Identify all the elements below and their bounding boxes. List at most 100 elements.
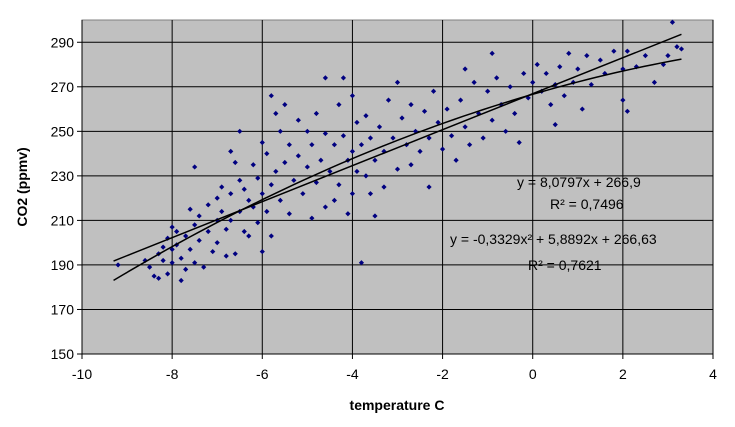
data-point: [489, 117, 495, 123]
x-tick-label: 2: [619, 366, 627, 382]
data-point: [277, 197, 283, 203]
data-point: [304, 164, 310, 170]
data-point: [602, 70, 608, 77]
data-point: [507, 84, 513, 90]
data-point: [169, 224, 175, 230]
data-point: [421, 108, 428, 114]
data-point: [588, 81, 594, 88]
data-point: [521, 70, 527, 77]
data-point: [471, 79, 477, 85]
trendlines: [113, 33, 682, 282]
data-point: [385, 97, 392, 103]
data-point: [228, 191, 234, 197]
data-point: [268, 182, 274, 188]
data-point: [268, 93, 274, 99]
data-point: [187, 246, 193, 252]
data-point: [169, 260, 175, 266]
data-point: [246, 197, 252, 203]
data-point: [399, 115, 405, 121]
data-point: [309, 215, 315, 221]
y-tick-label: 190: [51, 257, 75, 273]
data-point: [313, 110, 319, 117]
data-point: [651, 79, 658, 85]
x-tick-label: 4: [709, 366, 717, 382]
data-point: [286, 211, 292, 217]
x-tick-label: -6: [256, 366, 269, 382]
y-tick-label: 290: [51, 34, 75, 50]
data-point: [232, 251, 238, 257]
data-point: [291, 177, 297, 183]
data-point: [354, 168, 360, 175]
data-point: [156, 275, 162, 281]
data-point: [566, 50, 572, 56]
data-point: [187, 206, 193, 212]
data-point: [273, 168, 279, 175]
data-point: [530, 79, 536, 85]
data-point: [205, 202, 211, 208]
data-point: [494, 75, 500, 81]
data-point: [467, 142, 473, 148]
data-point: [665, 53, 671, 59]
data-point: [201, 264, 207, 270]
data-point: [246, 233, 252, 239]
data-point: [264, 208, 270, 215]
data-point: [282, 102, 288, 108]
data-point: [178, 277, 184, 284]
data-point: [241, 186, 247, 192]
data-point: [340, 75, 347, 81]
data-point: [205, 228, 211, 235]
data-point: [480, 135, 486, 141]
data-point: [534, 61, 540, 68]
data-point: [453, 157, 459, 163]
data-point: [349, 191, 356, 197]
data-point: [426, 135, 432, 141]
data-point: [390, 135, 396, 141]
data-point: [512, 110, 518, 117]
poly-r2-label: R² = 0,7621: [528, 257, 602, 273]
data-point: [394, 166, 401, 172]
data-point: [557, 64, 563, 70]
data-point: [232, 159, 238, 166]
data-point: [259, 248, 265, 255]
data-point: [259, 139, 265, 146]
data-point: [444, 106, 450, 112]
data-point: [394, 79, 401, 85]
data-point: [327, 168, 333, 175]
y-tick-label: 270: [51, 79, 75, 95]
data-point: [525, 95, 531, 101]
data-point: [192, 260, 198, 266]
data-point: [345, 211, 351, 217]
data-point: [426, 184, 432, 190]
x-tick-label: -2: [436, 366, 449, 382]
data-point: [264, 151, 270, 157]
data-point: [349, 148, 356, 154]
data-point: [322, 130, 328, 137]
linear-equation-label: y = 8,0797x + 266,9: [517, 174, 641, 190]
data-point: [462, 66, 468, 72]
data-point: [579, 106, 585, 112]
x-tick-label: -10: [72, 366, 92, 382]
data-point: [178, 255, 184, 261]
data-point: [336, 102, 342, 108]
data-point: [561, 93, 567, 99]
data-point: [183, 233, 189, 239]
data-point: [448, 133, 455, 139]
data-point: [678, 46, 685, 52]
y-tick-labels: 150 170 190 210 230 250 270 290: [51, 34, 75, 362]
data-point: [196, 237, 202, 244]
data-point: [354, 119, 360, 126]
data-point: [313, 179, 319, 186]
data-point: [358, 142, 365, 148]
data-point: [358, 260, 365, 266]
data-point: [250, 162, 256, 168]
data-point: [228, 148, 234, 154]
data-point: [430, 88, 437, 94]
data-point: [408, 102, 414, 108]
data-point: [660, 61, 667, 68]
data-point: [165, 271, 171, 277]
data-point: [196, 213, 202, 219]
data-point: [160, 244, 166, 250]
data-point: [115, 262, 121, 268]
data-point: [151, 273, 157, 279]
